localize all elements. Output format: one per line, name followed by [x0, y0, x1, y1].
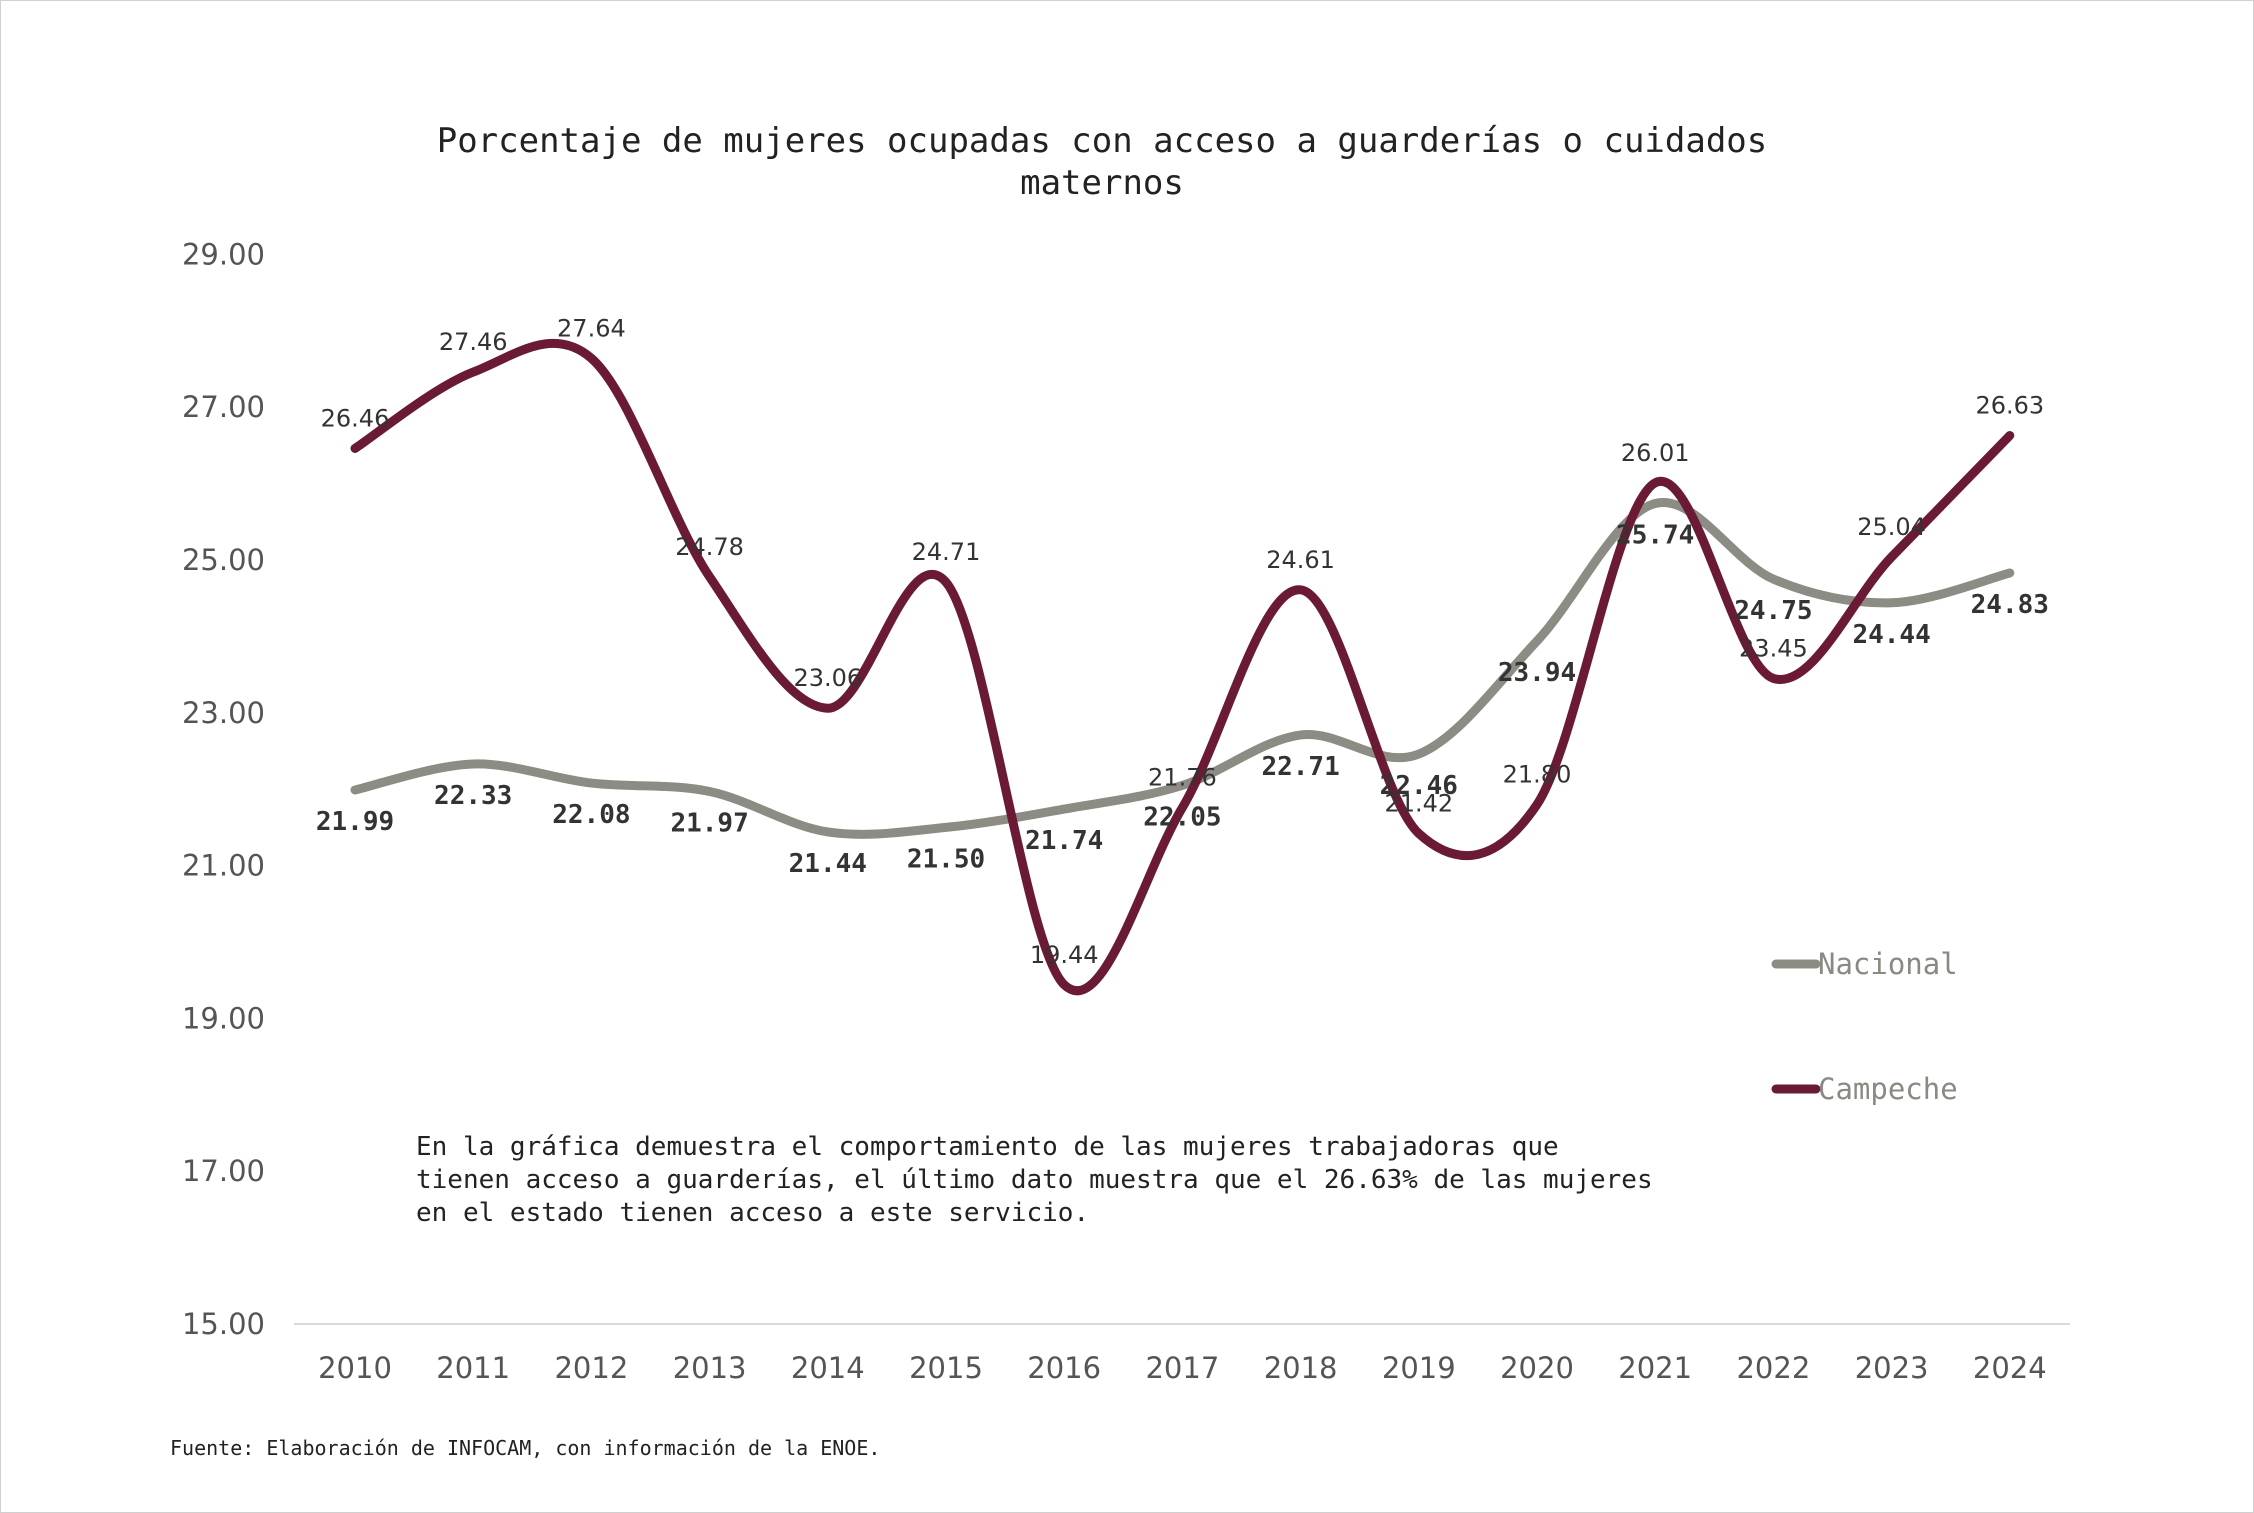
nacional-data-label: 21.97	[670, 808, 748, 838]
y-tick-label: 23.00	[182, 696, 265, 730]
chart-title-line-2: maternos	[1020, 163, 1184, 203]
nacional-data-label: 21.99	[316, 807, 394, 837]
campeche-data-label: 24.78	[675, 533, 744, 561]
campeche-data-label: 26.01	[1621, 439, 1690, 467]
annotation-line-3: en el estado tienen acceso a este servic…	[416, 1198, 1089, 1228]
legend: Nacional Campeche	[1771, 947, 1958, 1106]
series-line-campeche	[350, 338, 2015, 996]
campeche-data-label: 27.64	[557, 314, 626, 342]
annotation-line-2: tienen acceso a guarderías, el último da…	[416, 1165, 1653, 1195]
y-tick-label: 21.00	[182, 849, 265, 883]
campeche-data-label: 23.45	[1739, 634, 1808, 662]
legend-label-campeche: Campeche	[1818, 1072, 1958, 1106]
nacional-data-label: 25.74	[1616, 520, 1694, 550]
x-axis: 2010 2011 2012 2013 2014 2015 2016 2017 2018 2019…	[294, 1323, 2070, 1385]
y-tick-label: 27.00	[182, 390, 265, 424]
data-label-layer: 21.99 22.33 22.08 21.97 21.44 21.50 21.74 22.05…	[316, 314, 2049, 968]
x-tick-label: 2012	[554, 1351, 628, 1385]
campeche-data-label: 21.80	[1503, 760, 1572, 788]
campeche-data-label: 26.63	[1975, 391, 2044, 419]
annotation-line-1: En la gráfica demuestra el comportamient…	[416, 1132, 1559, 1162]
x-tick-label: 2019	[1382, 1351, 1456, 1385]
annotation-note: En la gráfica demuestra el comportamient…	[416, 1132, 1653, 1228]
x-tick-label: 2010	[318, 1351, 392, 1385]
campeche-data-label: 21.42	[1384, 790, 1453, 818]
x-tick-label: 2022	[1736, 1351, 1810, 1385]
x-tick-label: 2017	[1145, 1351, 1219, 1385]
campeche-data-label: 26.46	[321, 404, 390, 432]
nacional-data-label: 22.46	[1380, 771, 1458, 801]
source-note: Fuente: Elaboración de INFOCAM, con info…	[170, 1436, 880, 1460]
x-tick-label: 2020	[1500, 1351, 1574, 1385]
y-tick-label: 29.00	[182, 237, 265, 271]
nacional-data-label: 24.83	[1971, 590, 2049, 620]
y-tick-label: 15.00	[182, 1307, 265, 1341]
series-layer	[350, 338, 2015, 996]
nacional-data-label: 22.33	[434, 781, 512, 811]
campeche-data-label: 19.44	[1030, 941, 1099, 969]
x-tick-label: 2024	[1973, 1351, 2047, 1385]
nacional-data-label: 24.75	[1734, 596, 1812, 626]
legend-label-nacional: Nacional	[1818, 947, 1958, 981]
y-tick-label: 17.00	[182, 1154, 265, 1188]
nacional-data-label: 22.71	[1261, 752, 1339, 782]
x-tick-label: 2023	[1855, 1351, 1929, 1385]
nacional-data-label: 21.74	[1025, 826, 1103, 856]
x-tick-label: 2013	[673, 1351, 747, 1385]
x-tick-label: 2016	[1027, 1351, 1101, 1385]
series-line-nacional	[350, 497, 2015, 839]
x-tick-label: 2015	[909, 1351, 983, 1385]
nacional-data-label: 21.44	[789, 849, 867, 879]
x-tick-label: 2011	[436, 1351, 510, 1385]
campeche-data-label: 21.76	[1148, 764, 1217, 792]
campeche-data-label: 25.04	[1857, 513, 1926, 541]
nacional-data-label: 22.08	[552, 800, 630, 830]
nacional-data-label: 23.94	[1498, 658, 1576, 688]
nacional-data-label: 21.50	[907, 844, 985, 874]
x-tick-label: 2014	[791, 1351, 865, 1385]
nacional-data-label: 24.44	[1852, 620, 1930, 650]
campeche-data-label: 24.61	[1266, 546, 1335, 574]
nacional-data-label: 22.05	[1143, 802, 1221, 832]
campeche-data-label: 27.46	[439, 328, 508, 356]
x-tick-label: 2018	[1264, 1351, 1338, 1385]
y-tick-label: 25.00	[182, 543, 265, 577]
y-axis: 15.00 17.00 19.00 21.00 23.00 25.00 27.00 29.00	[182, 237, 265, 1341]
x-tick-label: 2021	[1618, 1351, 1692, 1385]
chart-title-line-1: Porcentaje de mujeres ocupadas con acces…	[437, 121, 1768, 161]
campeche-data-label: 24.71	[912, 538, 981, 566]
y-tick-label: 19.00	[182, 1001, 265, 1035]
campeche-data-label: 23.06	[793, 664, 862, 692]
